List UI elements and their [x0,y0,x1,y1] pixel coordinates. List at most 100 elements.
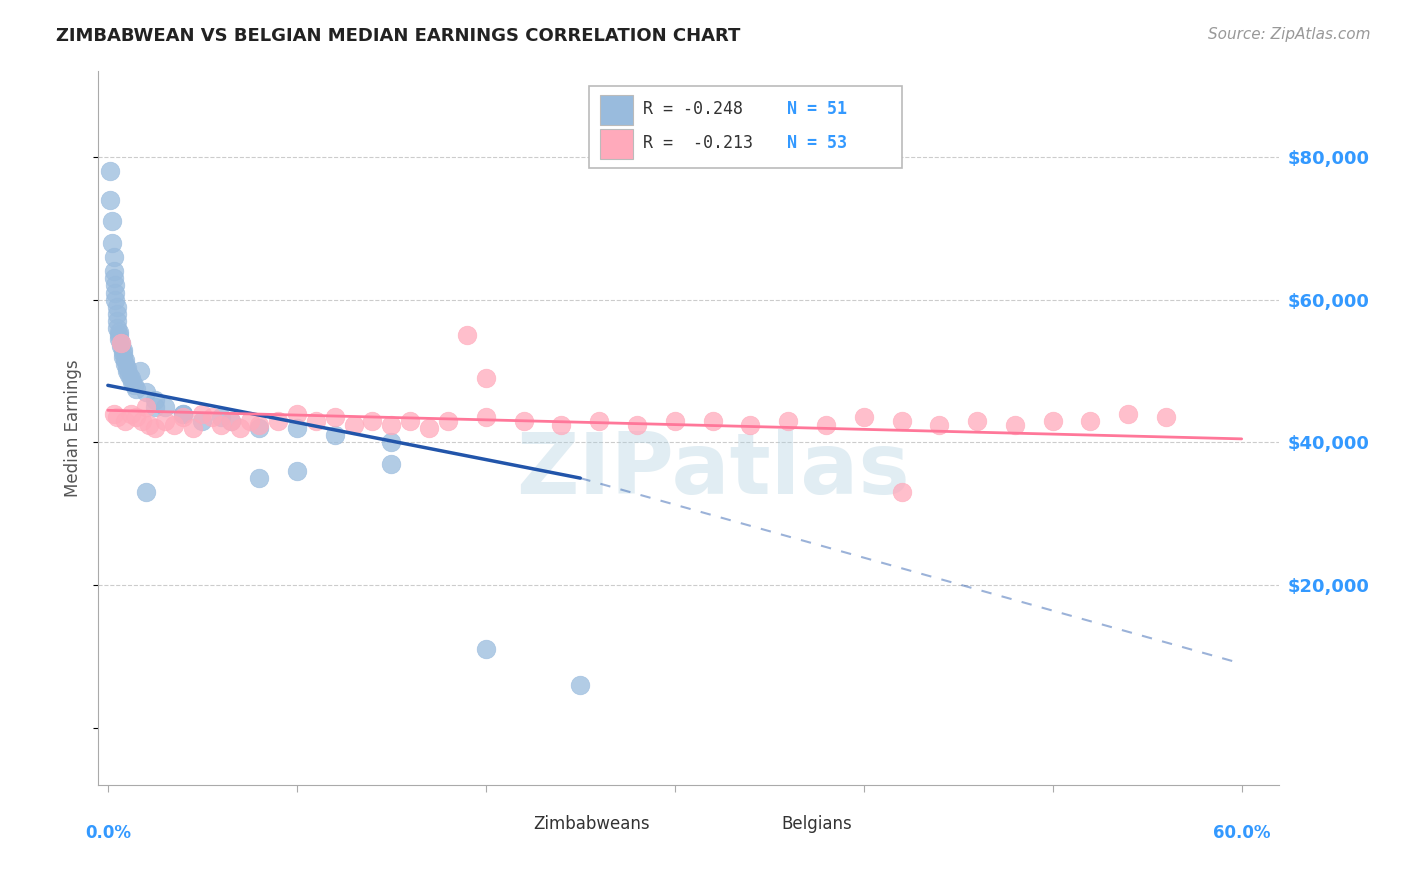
Point [143,421,166,435]
Point [105,321,128,335]
Point [111,346,134,360]
Text: 60.0%: 60.0% [1213,824,1271,842]
Point [108,328,131,343]
Point [418,421,440,435]
Point [778,414,800,428]
Point [966,414,988,428]
Point [702,414,724,428]
Point [247,417,270,432]
Point [380,457,402,471]
Point [120,371,142,385]
Point [111,343,134,357]
Text: ZIPatlas: ZIPatlas [516,429,910,513]
Point [361,414,384,428]
Point [172,407,194,421]
Text: 0.0%: 0.0% [84,824,131,842]
Point [1080,414,1102,428]
Point [1004,417,1026,432]
Point [131,414,153,428]
Point [814,417,837,432]
Point [125,382,148,396]
Point [108,325,131,339]
Point [247,421,270,435]
Point [98,193,121,207]
Point [456,328,478,343]
Point [928,417,950,432]
Y-axis label: Median Earnings: Median Earnings [65,359,83,497]
Point [135,485,157,500]
Point [437,414,460,428]
Point [550,417,572,432]
Text: Zimbabweans: Zimbabweans [533,815,650,833]
Text: R =  -0.213: R = -0.213 [643,135,752,153]
Point [110,335,132,350]
Point [664,414,686,428]
Point [1154,410,1177,425]
Point [121,375,143,389]
Text: Source: ZipAtlas.com: Source: ZipAtlas.com [1208,27,1371,42]
Point [626,417,648,432]
Point [153,414,176,428]
Point [110,335,132,350]
Point [129,364,152,378]
Point [191,407,214,421]
Point [110,339,132,353]
Point [111,350,134,364]
Point [138,417,160,432]
Point [105,300,128,314]
Point [512,414,534,428]
Point [103,271,125,285]
Point [380,435,402,450]
Bar [501,814,526,835]
Point [135,385,157,400]
Bar [600,129,634,159]
Point [209,410,232,425]
Point [115,360,138,375]
Point [105,307,128,321]
Bar [600,95,634,125]
Point [191,414,214,428]
Point [239,414,262,428]
Point [108,332,131,346]
Point [247,471,270,485]
Point [135,400,157,414]
Point [143,400,166,414]
Point [98,164,121,178]
Point [103,264,125,278]
Point [323,410,346,425]
Point [105,314,128,328]
Point [172,410,194,425]
Point [475,642,498,657]
Point [267,414,290,428]
Point [475,410,498,425]
Point [305,414,328,428]
Point [114,414,136,428]
Point [143,392,166,407]
Bar [748,814,773,835]
Point [163,417,186,432]
Point [118,368,141,382]
Point [475,371,498,385]
Text: N = 51: N = 51 [787,100,846,118]
Point [890,485,912,500]
Point [104,278,127,293]
Point [209,417,232,432]
Text: N = 53: N = 53 [787,135,846,153]
Point [219,414,242,428]
Point [588,414,610,428]
Point [1042,414,1064,428]
Point [852,410,875,425]
Text: ZIMBABWEAN VS BELGIAN MEDIAN EARNINGS CORRELATION CHART: ZIMBABWEAN VS BELGIAN MEDIAN EARNINGS CO… [56,27,741,45]
Point [285,464,308,478]
Point [181,421,204,435]
FancyBboxPatch shape [589,86,901,168]
Point [399,414,422,428]
Point [323,428,346,442]
Point [120,407,142,421]
Point [285,421,308,435]
Point [569,678,592,692]
Point [229,421,252,435]
Point [100,214,122,228]
Point [890,414,912,428]
Point [153,400,176,414]
